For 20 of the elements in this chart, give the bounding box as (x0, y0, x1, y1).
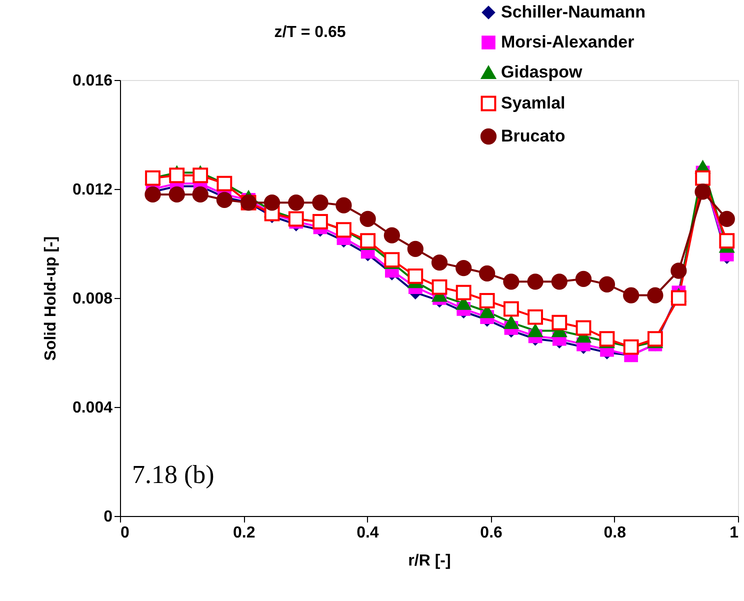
x-tick-label: 0.6 (480, 524, 503, 542)
legend-label: Schiller-Naumann (501, 2, 646, 22)
y-tick-label: 0.012 (72, 182, 113, 198)
chart-title: z/T = 0.65 (274, 24, 346, 41)
x-tick-label: 0.2 (232, 524, 256, 542)
x-axis-title: r/R [-] (408, 552, 451, 570)
x-tick-label: 1 (730, 524, 739, 542)
y-tick-label: 0.004 (72, 400, 113, 416)
annotation: 7.18 (b) (132, 460, 214, 489)
x-tick-label: 0.8 (604, 524, 626, 542)
y-tick-label: 0.016 (72, 72, 113, 90)
legend-label: Brucato (501, 126, 566, 146)
legend-label: Gidaspow (501, 62, 584, 82)
x-tick-label: 0.4 (356, 524, 379, 542)
legend-label: Morsi-Alexander (501, 32, 635, 52)
x-tick-label: 0 (120, 524, 130, 542)
y-axis-title: Solid Hold-up [-] (42, 236, 60, 361)
y-tick-label: 0 (104, 508, 113, 526)
y-tick-label: 0.008 (72, 290, 113, 308)
legend-label: Syamlal (501, 94, 566, 112)
